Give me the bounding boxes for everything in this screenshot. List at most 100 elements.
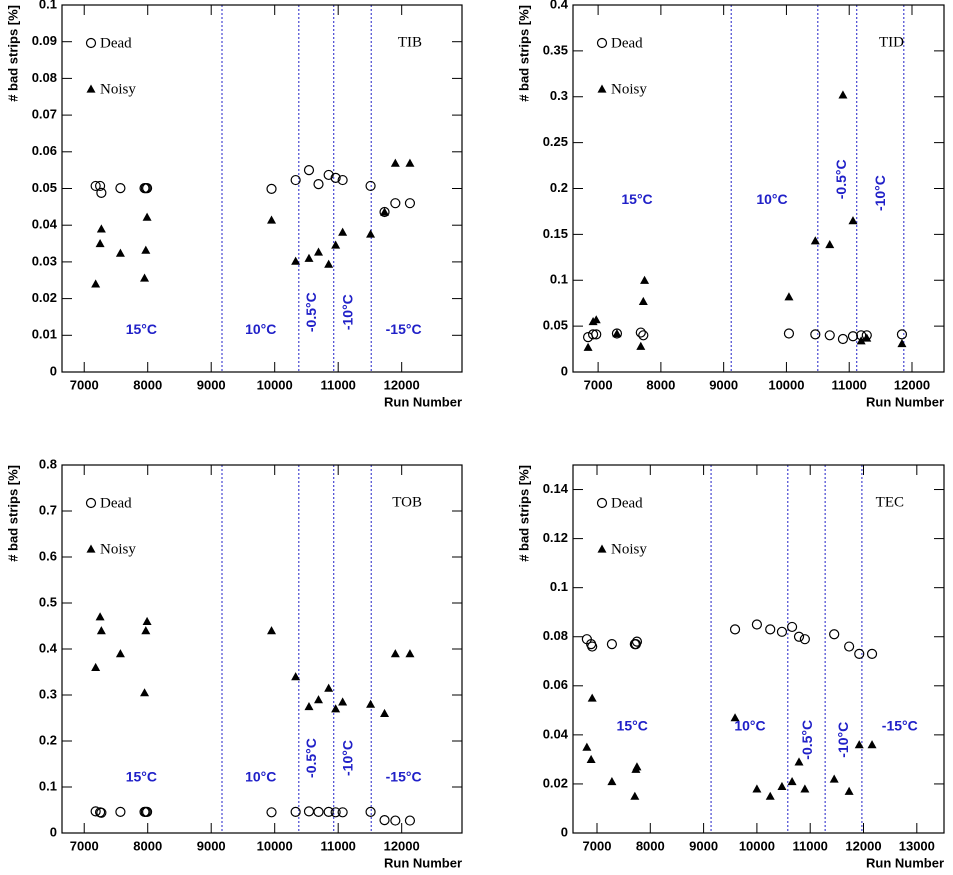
- x-axis-title: Run Number: [384, 394, 462, 409]
- circle-marker: [96, 187, 107, 199]
- triangle-marker: [95, 239, 105, 248]
- triangle-marker: [800, 784, 810, 793]
- triangle-marker: [267, 626, 277, 635]
- triangle-marker: [607, 776, 617, 786]
- circle-marker: [90, 806, 101, 817]
- y-tick-label: 0.04: [543, 726, 569, 741]
- x-tick-label: 11000: [320, 377, 355, 392]
- triangle-marker: [630, 791, 640, 800]
- circle-marker: [635, 327, 646, 338]
- circle-marker: [379, 815, 390, 826]
- y-tick-label: 0.05: [32, 180, 57, 195]
- triangle-marker: [583, 342, 593, 351]
- circle-marker: [85, 37, 97, 49]
- x-tick-label: 11000: [320, 838, 355, 853]
- triangle-marker: [867, 740, 877, 749]
- triangle-marker: [784, 292, 794, 301]
- circle-marker: [115, 806, 126, 817]
- y-axis-title: # bad strips [%]: [5, 5, 20, 102]
- triangle-marker: [597, 84, 607, 93]
- x-tick-label: 12000: [894, 377, 930, 392]
- temperature-label: -15°C: [386, 321, 422, 337]
- x-axis-title: Run Number: [866, 855, 944, 870]
- circle-marker: [810, 329, 821, 340]
- triangle-marker: [91, 279, 101, 288]
- y-tick-label: 0.4: [550, 0, 569, 11]
- triangle-marker: [632, 762, 642, 771]
- circle-marker: [337, 807, 348, 818]
- temperature-label: 10°C: [245, 321, 276, 337]
- temperature-label: 10°C: [734, 718, 765, 734]
- temperature-label: 10°C: [245, 769, 276, 785]
- x-tick-label: 9000: [197, 838, 226, 853]
- x-axis-title: Run Number: [384, 855, 462, 870]
- y-tick-label: 0.25: [543, 134, 568, 149]
- circle-marker: [390, 815, 401, 826]
- circle-marker: [330, 172, 341, 183]
- y-tick-label: 0.06: [543, 677, 568, 692]
- circle-marker: [751, 619, 763, 630]
- plot-frame: [572, 464, 945, 834]
- plot-frame: [61, 4, 463, 373]
- triangle-marker: [597, 544, 607, 553]
- triangle-marker: [291, 256, 301, 265]
- y-axis-title: # bad strips [%]: [516, 465, 531, 562]
- triangle-marker: [142, 212, 152, 221]
- triangle-marker: [304, 702, 314, 711]
- y-tick-label: 0.1: [39, 0, 57, 11]
- y-tick-label: 0.06: [32, 143, 57, 158]
- triangle-marker: [141, 626, 151, 635]
- panel: 0 0.1 0.2 0.3 0.4 0.5 0.6 0.7 0.8 7000 8000 9000 100…: [5, 456, 463, 870]
- triangle-marker: [86, 544, 96, 553]
- circle-marker: [313, 806, 324, 817]
- triangle-marker: [829, 774, 839, 783]
- triangle-marker: [338, 227, 348, 236]
- y-tick-label: 0.7: [39, 502, 57, 517]
- x-tick-label: 12000: [384, 838, 420, 853]
- y-tick-label: 0.15: [543, 226, 568, 241]
- triangle-marker: [730, 713, 740, 722]
- triangle-marker: [636, 341, 646, 350]
- y-tick-label: 0.2: [39, 732, 57, 747]
- triangle-marker: [140, 688, 150, 697]
- triangle-marker: [96, 224, 106, 233]
- triangle-marker: [591, 315, 601, 324]
- temperature-label: 15°C: [617, 718, 648, 734]
- triangle-marker: [390, 649, 400, 658]
- triangle-marker: [267, 215, 277, 224]
- x-tick-label: 8000: [133, 838, 162, 853]
- temperature-label: -10°C: [340, 294, 356, 330]
- x-tick-label: 9000: [689, 838, 718, 853]
- x-tick-label: 12000: [845, 838, 881, 853]
- triangle-marker: [405, 649, 415, 658]
- x-tick-label: 12000: [384, 377, 420, 392]
- triangle-marker: [380, 207, 390, 216]
- triangle-marker: [640, 275, 650, 284]
- x-tick-label: 9000: [197, 377, 226, 392]
- triangle-marker: [587, 693, 597, 702]
- panel-label: TOB: [392, 494, 422, 510]
- triangle-marker: [314, 247, 324, 256]
- y-tick-label: 0.05: [543, 318, 568, 333]
- circle-marker: [824, 330, 835, 341]
- temperature-label: 15°C: [621, 191, 652, 207]
- circle-marker: [365, 180, 376, 192]
- x-tick-label: 10000: [257, 377, 293, 392]
- triangle-marker: [862, 333, 872, 342]
- triangle-marker: [115, 248, 125, 257]
- triangle-marker: [95, 612, 105, 621]
- temperature-label: -0.5°C: [303, 738, 319, 778]
- circle-marker: [365, 806, 376, 817]
- circle-marker: [266, 183, 277, 194]
- y-tick-label: 0.3: [550, 88, 568, 103]
- circle-marker: [290, 806, 301, 817]
- panel: 0 0.02 0.04 0.06 0.08 0.1 0.12 0.14 7000 8000 9000…: [516, 464, 945, 870]
- circle-marker: [85, 497, 97, 509]
- triangle-marker: [304, 253, 314, 262]
- x-axis-title: Run Number: [866, 394, 944, 409]
- y-tick-label: 0.08: [543, 628, 568, 643]
- temperature-label: -0.5°C: [799, 720, 815, 760]
- triangle-marker: [141, 245, 151, 254]
- plot-frame: [572, 4, 945, 373]
